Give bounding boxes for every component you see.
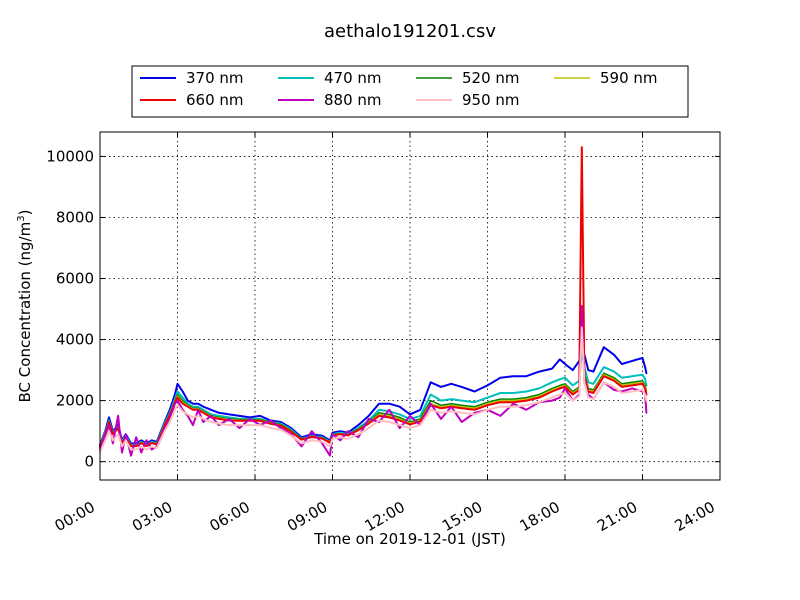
y-axis-label-superscript: 3 [16,215,27,221]
y-tick-labels: 0 2000 4000 6000 8000 10000 [46,147,94,470]
chart-title: aethalo191201.csv [324,21,496,42]
y-tick-label: 10000 [46,147,94,165]
legend-box [131,65,689,118]
legend-label: 370 nm [186,69,244,87]
legend-label: 660 nm [186,91,244,109]
y-tick-label: 2000 [56,392,94,410]
y-tick-label: 0 [84,453,94,471]
y-axis-label: BC Concentration (ng/m3) [16,210,34,403]
y-tick-label: 4000 [56,331,94,349]
series-line-950-nm [99,326,648,454]
x-axis-label: Time on 2019-12-01 (JST) [313,530,506,548]
legend-label: 470 nm [324,69,382,87]
series-layer [99,146,648,457]
y-axis-label-main: BC Concentration (ng/m [16,222,34,403]
y-tick-label: 6000 [56,270,94,288]
y-axis-label-end: ) [16,210,34,216]
legend-label: 880 nm [324,91,382,109]
axis-ticks [99,132,721,480]
legend-label: 590 nm [600,69,658,87]
legend: 370 nm 470 nm 520 nm 590 nm 660 nm 880 nm 950 … [131,65,689,118]
series-line-370-nm [99,346,648,446]
y-tick-label: 8000 [56,208,94,226]
legend-label: 520 nm [462,69,520,87]
legend-label: 950 nm [462,91,520,109]
